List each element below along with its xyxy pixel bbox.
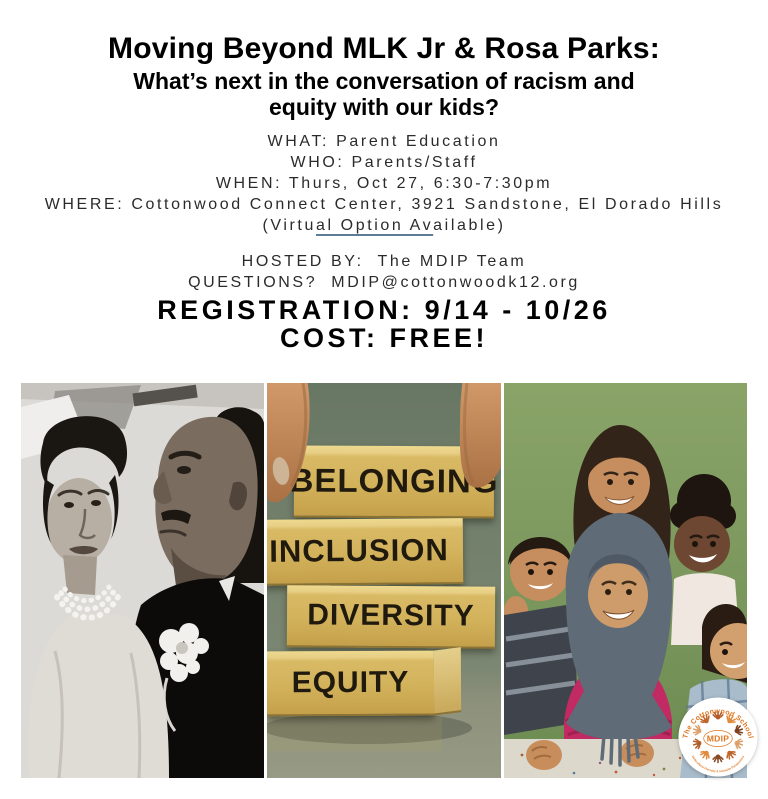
hosted-by: HOSTED BY: The MDIP Team	[241, 253, 527, 270]
subtitle-line-1: What’s next in the conversation of racis…	[133, 68, 635, 94]
event-flyer: Moving Beyond MLK Jr & Rosa Parks: What’…	[0, 31, 768, 778]
questions-email: QUESTIONS? MDIP@cottonwoodk12.org	[188, 274, 580, 291]
flyer-subtitle: What’s next in the conversation of racis…	[10, 68, 758, 120]
host-info: HOSTED BY: The MDIP Team QUESTIONS? MDIP…	[0, 251, 768, 293]
rosa-parks-figure	[27, 416, 169, 778]
registration-info: REGISTRATION: 9/14 - 10/26 COST: FREE!	[0, 296, 768, 352]
scarf-drape	[595, 641, 643, 767]
mlk-figure	[125, 407, 264, 778]
photo-wooden-blocks: BELONGING INCLUSION DIVERSITY EQUITY	[267, 383, 501, 778]
event-details: WHAT: Parent Education WHO: Parents/Staf…	[0, 131, 768, 236]
hand-fingers	[267, 383, 501, 503]
photo-mlk-rosa-parks	[21, 383, 264, 778]
child-boy-left	[504, 536, 577, 735]
detail-what: WHAT: Parent Education	[267, 133, 501, 150]
pearl-necklace	[54, 584, 122, 621]
mlk-rosa-illustration	[21, 383, 264, 778]
corsage-flower	[159, 623, 209, 682]
detail-who: WHO: Parents/Staff	[290, 154, 478, 171]
logo-center-text: MDIP	[707, 734, 730, 744]
flyer-title: Moving Beyond MLK Jr & Rosa Parks:	[108, 32, 660, 65]
photo-strip: BELONGING INCLUSION DIVERSITY EQUITY	[0, 383, 768, 778]
registration-cost: COST: FREE!	[279, 323, 488, 353]
mdip-logo-svg: The Cottonwood School Multicultural Dive…	[678, 697, 758, 777]
virtual-option-link[interactable]: al Option Av	[315, 217, 434, 234]
registration-dates: REGISTRATION: 9/14 - 10/26	[157, 295, 611, 325]
mdip-logo: The Cottonwood School Multicultural Dive…	[678, 697, 758, 777]
detail-virtual-option: (Virtual Option Available)	[0, 215, 768, 236]
detail-when: WHEN: Thurs, Oct 27, 6:30-7:30pm	[215, 175, 553, 192]
virtual-prefix: (Virtu	[262, 217, 316, 234]
detail-where: WHERE: Cottonwood Connect Center, 3921 S…	[44, 196, 724, 213]
virtual-suffix: ailable)	[433, 217, 506, 234]
subtitle-line-2: equity with our kids?	[268, 94, 499, 120]
